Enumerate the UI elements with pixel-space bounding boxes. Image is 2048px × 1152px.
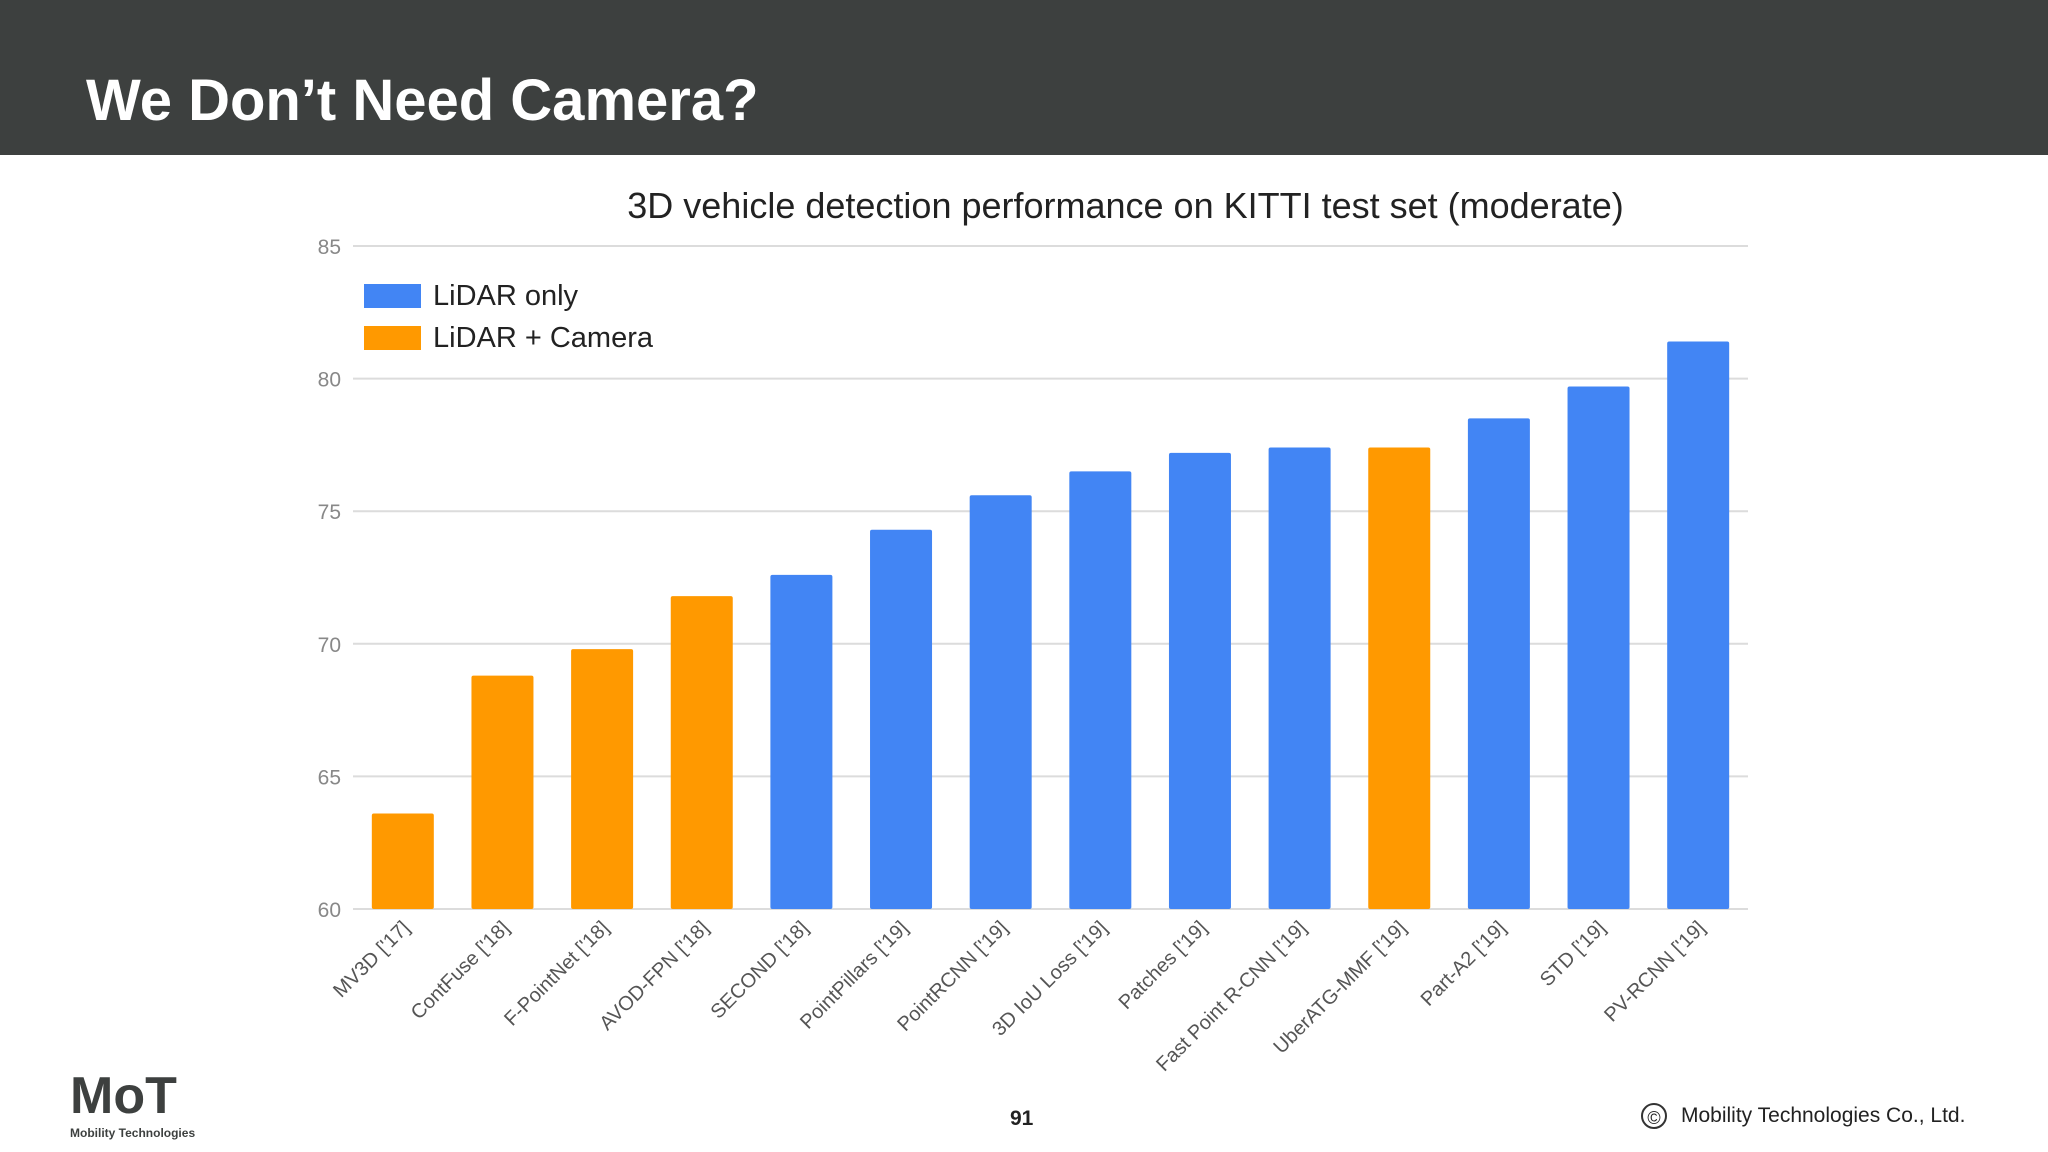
bar	[870, 529, 933, 909]
x-tick-label: Part-A2 ['19]	[1417, 917, 1511, 1011]
x-tick-label: MV3D ['17]	[329, 917, 414, 1002]
bar	[1467, 418, 1530, 909]
copyright: © Mobility Technologies Co., Ltd.	[1641, 1103, 1965, 1129]
legend-label: LiDAR only	[433, 280, 579, 312]
x-tick-label: PointPillars ['19]	[796, 917, 913, 1034]
bar	[670, 596, 733, 909]
bar	[371, 813, 434, 909]
legend-label: LiDAR + Camera	[433, 322, 654, 354]
bar	[571, 649, 634, 909]
chart-title: 3D vehicle detection performance on KITT…	[627, 185, 1623, 226]
logo-mark: MoT	[70, 1067, 177, 1125]
page-number: 91	[1010, 1107, 1034, 1130]
bar	[1069, 471, 1132, 909]
y-tick-label: 65	[318, 766, 341, 789]
y-tick-label: 60	[318, 899, 341, 922]
x-tick-label: SECOND ['18]	[707, 917, 813, 1023]
bar	[1168, 452, 1231, 909]
slide-header: We Don’t Need Camera?	[0, 0, 2048, 155]
x-tick-label: STD ['19]	[1536, 917, 1610, 991]
bar	[969, 495, 1032, 909]
bar	[1567, 386, 1630, 909]
slide-title: We Don’t Need Camera?	[86, 68, 759, 133]
y-tick-label: 85	[318, 236, 341, 259]
x-tick-label: PV-RCNN ['19]	[1600, 917, 1709, 1026]
x-tick-label: F-PointNet ['18]	[500, 917, 613, 1030]
legend-swatch	[364, 326, 421, 350]
copyright-icon: ©	[1641, 1103, 1667, 1129]
mot-logo: MoT Mobility Technologies	[70, 1067, 195, 1140]
bar	[1667, 341, 1730, 909]
copyright-text: Mobility Technologies Co., Ltd.	[1681, 1104, 1966, 1127]
bar	[471, 675, 534, 909]
bar	[1368, 447, 1431, 909]
y-tick-label: 80	[318, 369, 341, 392]
bar-chart: 3D vehicle detection performance on KITT…	[318, 185, 1748, 1076]
bar	[770, 574, 833, 909]
x-tick-label: ContFuse ['18]	[407, 917, 514, 1024]
logo-caption: Mobility Technologies	[70, 1126, 195, 1140]
y-tick-label: 70	[318, 634, 341, 657]
y-tick-label: 75	[318, 501, 341, 524]
x-tick-label: AVOD-FPN ['18]	[595, 917, 713, 1035]
bar	[1268, 447, 1331, 909]
legend-swatch	[364, 284, 421, 308]
x-tick-label: Patches ['19]	[1115, 917, 1212, 1014]
